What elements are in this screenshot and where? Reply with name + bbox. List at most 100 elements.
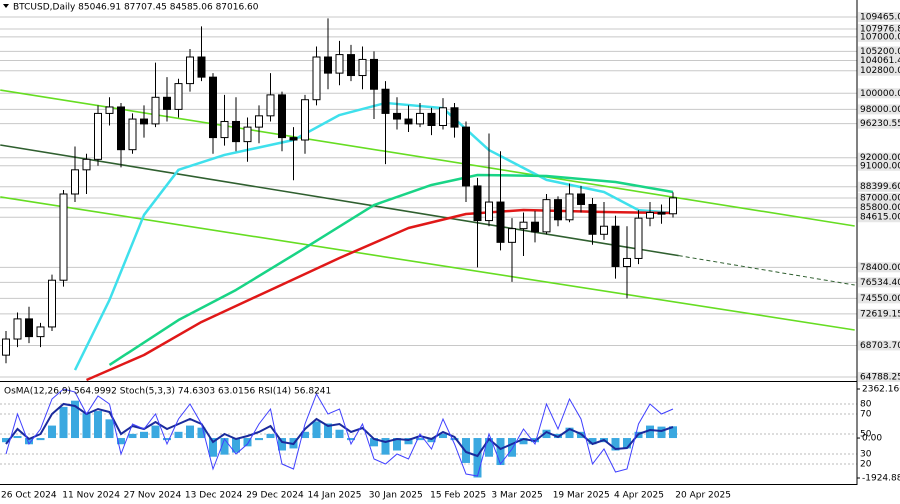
histogram-bar: [36, 438, 45, 441]
y-tick-label: 84615.00: [860, 213, 900, 223]
indicator-line: [5, 402, 674, 458]
candle-body: [416, 112, 424, 125]
candle-body: [577, 193, 585, 205]
candle-body: [657, 212, 666, 215]
y-tick-label: 78400.00: [860, 263, 900, 273]
candle-body: [278, 94, 286, 139]
candle-body: [335, 54, 344, 74]
candle-body: [255, 115, 263, 128]
indicator-line: [5, 388, 674, 477]
y-tick-label: 72619.15: [860, 309, 900, 319]
y-tick-label-box: [858, 293, 900, 304]
candle-body: [301, 99, 309, 141]
candle-body: [232, 120, 240, 143]
y-tick-label-box: [858, 65, 900, 76]
candle-body: [554, 199, 562, 221]
histogram-bar: [646, 425, 654, 439]
histogram-bar: [48, 425, 56, 439]
candle-body: [48, 279, 56, 328]
histogram-bar: [404, 438, 413, 445]
y-tick-label: 74550.00: [860, 294, 900, 304]
candle-body: [140, 118, 148, 125]
candle-body: [370, 58, 378, 90]
y2-tick-label: 80: [860, 400, 872, 410]
candle-body: [186, 56, 194, 85]
y-tick-label: 100000.00: [860, 89, 900, 99]
candle-body: [266, 94, 275, 117]
y-tick-label: 85800.00: [860, 203, 900, 213]
candle-body: [117, 106, 125, 151]
histogram-bar: [439, 433, 447, 439]
indicator-title: OsMA(12,26,9) 564.9992 Stoch(5,3,3) 74.6…: [4, 387, 331, 397]
histogram-bar: [71, 400, 79, 439]
histogram-bar: [611, 438, 620, 451]
candle-body: [243, 126, 252, 143]
main-panel: [0, 16, 857, 381]
y-tick-label: 68703.70: [860, 341, 900, 351]
y-tick-label-box: [858, 31, 900, 42]
histogram-bar: [473, 438, 482, 478]
y-tick-label-box: [858, 160, 900, 171]
y-tick-label-box: [858, 88, 900, 99]
histogram-bar: [243, 438, 252, 447]
y-tick-label: 2362.166: [862, 385, 900, 395]
x-tick-label: 14 Jan 2025: [308, 491, 362, 501]
candle-body: [462, 126, 470, 187]
histogram-bar: [519, 438, 528, 445]
y-tick-label: 0.00: [862, 434, 882, 444]
y-tick-label: 64788.25: [860, 373, 900, 383]
candle-body: [289, 137, 298, 141]
y-tick-label: 91000.00: [860, 161, 900, 171]
histogram-bar: [13, 435, 22, 439]
x-tick-label: 19 Mar 2025: [553, 491, 610, 501]
y-tick-label-box: [858, 262, 900, 273]
histogram-bar: [82, 413, 91, 439]
histogram-bar: [197, 427, 206, 439]
y-tick-label: 76534.40: [860, 278, 900, 288]
histogram-bar: [669, 426, 677, 439]
candle-body: [358, 58, 367, 77]
y-tick-label: 107976.85: [860, 24, 900, 34]
menu-arrow[interactable]: [3, 4, 9, 8]
y-tick-label-box: [858, 212, 900, 223]
y-tick-label: 104061.40: [860, 56, 900, 66]
y-tick-label-box: [858, 152, 900, 163]
x-tick-label: 15 Feb 2025: [430, 491, 486, 501]
trendline: [0, 144, 679, 257]
candle-body: [600, 225, 608, 235]
y-tick-label: 105200.00: [860, 47, 900, 57]
histogram-bar: [450, 438, 459, 441]
candle-body: [473, 185, 482, 222]
candle-body: [531, 221, 539, 233]
trendline: [0, 89, 855, 227]
y-tick-label-box: [858, 55, 900, 66]
candle-body: [496, 201, 505, 243]
histogram-bar: [301, 431, 309, 439]
moving-average: [108, 173, 674, 367]
candle-body: [163, 96, 171, 110]
x-tick-label: 11 Nov 2024: [62, 491, 120, 501]
candle-body: [71, 169, 79, 195]
histogram-bar: [186, 425, 194, 439]
candle-body: [404, 118, 413, 125]
y-tick-label-box: [858, 193, 900, 204]
histogram-bar: [324, 423, 332, 439]
candle-body: [646, 212, 654, 219]
histogram-bar: [140, 431, 148, 439]
x-tick-label: 20 Apr 2025: [675, 491, 731, 501]
histogram-bar: [623, 438, 631, 449]
histogram-bar: [416, 438, 424, 441]
candle-body: [508, 228, 516, 243]
candle-body: [36, 326, 45, 338]
candle-body: [439, 107, 447, 127]
y2-tick-label: 50: [860, 430, 872, 440]
candle-body: [209, 76, 217, 139]
candle-body: [542, 199, 551, 233]
histogram-bar: [232, 438, 240, 453]
histogram-bar: [370, 438, 378, 447]
candle-body: [2, 338, 10, 356]
histogram-bar: [278, 438, 286, 451]
y-tick-label-box: [858, 23, 900, 34]
oscillator-panel: [0, 388, 857, 478]
x-tick-label: 13 Dec 2024: [185, 491, 243, 501]
